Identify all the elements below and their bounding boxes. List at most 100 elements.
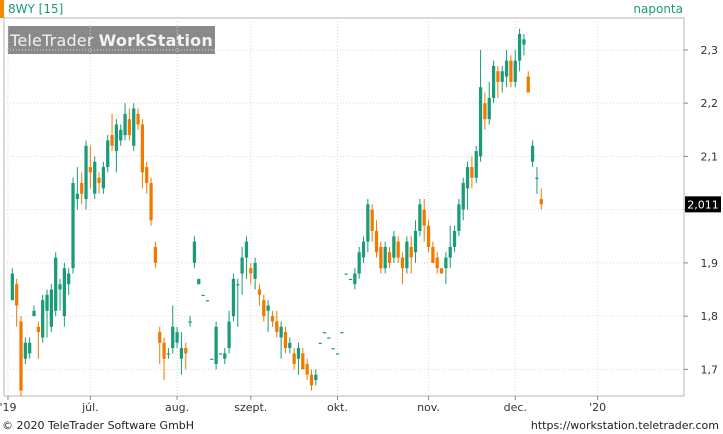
bar-body <box>270 316 275 322</box>
bar-body <box>487 97 491 120</box>
bar-body <box>84 145 88 200</box>
source-url[interactable]: https://workstation.teletrader.com <box>530 419 719 432</box>
bar-body <box>140 124 145 173</box>
logo-part2: WorkStation <box>98 30 213 50</box>
bar-body <box>526 76 530 93</box>
bar-body <box>383 246 387 269</box>
bar-body <box>461 183 465 210</box>
bar-body <box>179 348 184 359</box>
y-tick-label: 2,3 <box>701 44 719 57</box>
bar-body <box>353 273 357 285</box>
bar-body <box>171 326 175 349</box>
interval-label[interactable]: naponta <box>633 2 683 16</box>
x-tick-label: '20 <box>589 401 606 414</box>
bar-body <box>236 284 240 286</box>
instrument-name: 8WY [15] <box>8 2 64 16</box>
bar-body <box>32 310 36 317</box>
bar-body <box>49 289 53 327</box>
x-tick-label: '19 <box>0 401 17 414</box>
bar-body <box>327 337 331 339</box>
bar-body <box>162 342 166 359</box>
bar-body <box>36 326 40 333</box>
bar-body <box>374 230 379 253</box>
instrument-marker <box>0 0 4 18</box>
bar-body <box>28 342 32 354</box>
instrument-label: 8WY [15] <box>0 0 63 18</box>
bar-body <box>97 177 101 184</box>
bar-body <box>266 305 270 311</box>
bar-body <box>301 353 305 370</box>
bar-body <box>318 342 322 344</box>
bar-body <box>15 284 19 306</box>
bar-body <box>41 300 45 338</box>
bar-body <box>517 33 522 61</box>
bar-body <box>444 257 448 269</box>
bar-body <box>218 353 223 355</box>
bar-body <box>331 348 335 350</box>
last-price-label: 2,011 <box>687 198 719 211</box>
bar-body <box>253 262 257 279</box>
bar-body <box>465 167 470 189</box>
bar-body <box>279 326 283 338</box>
bar-body <box>288 342 292 349</box>
plot-frame <box>3 17 685 397</box>
bar-body <box>418 204 422 231</box>
bar-body <box>504 60 509 77</box>
bar-body <box>10 273 14 301</box>
bar-body <box>166 353 171 355</box>
bar-body <box>153 246 158 263</box>
bar-body <box>88 167 92 173</box>
x-tick-label: okt. <box>327 401 348 414</box>
bar-body <box>439 268 444 274</box>
x-tick-label: dec. <box>504 401 527 414</box>
bar-body <box>392 236 396 258</box>
bar-body <box>509 60 513 82</box>
footer: © 2020 TeleTrader Software GmbH https://… <box>0 418 723 434</box>
bar-body <box>123 113 127 136</box>
bar-body <box>431 246 435 263</box>
bar-body <box>283 332 288 349</box>
bar-body <box>223 353 227 359</box>
bar-body <box>500 71 504 82</box>
bar-body <box>71 183 75 269</box>
y-tick-label: 2,1 <box>701 150 719 163</box>
bar-body <box>435 257 439 269</box>
y-tick-label: 1,7 <box>701 363 719 376</box>
bar-body <box>361 241 366 258</box>
bar-body <box>340 332 344 334</box>
bar-body <box>275 321 279 333</box>
bar-body <box>400 257 405 269</box>
bar-body <box>127 119 132 136</box>
bar-body <box>296 348 301 359</box>
bar-body <box>522 39 526 45</box>
bar-body <box>184 348 188 354</box>
bar-body <box>227 321 231 349</box>
bar-body <box>80 183 84 194</box>
bar-body <box>348 278 353 281</box>
bar-body <box>474 151 478 178</box>
bar-body <box>240 257 244 274</box>
bar-body <box>370 209 374 231</box>
bar-body <box>530 145 535 162</box>
bar-body <box>322 332 327 334</box>
bar-body <box>205 300 210 302</box>
x-tick-label: júl. <box>81 401 99 414</box>
bar-body <box>357 252 361 274</box>
bar-body <box>366 204 370 242</box>
bar-body <box>470 167 474 178</box>
bar-body <box>379 246 383 269</box>
bar-body <box>249 268 253 274</box>
logo-part1: TeleTrader <box>10 30 94 50</box>
bar-body <box>119 129 123 141</box>
price-chart[interactable]: 1,7 1,8 1,9 2,1 2,2 2,3 '19 júl. aug. szept. okt. n… <box>0 0 723 418</box>
bar-body <box>387 252 392 263</box>
x-tick-label: nov. <box>417 401 440 414</box>
bar-body <box>23 342 27 359</box>
copyright-text: © 2020 TeleTrader Software GmbH <box>2 419 195 432</box>
bar-body <box>452 230 457 247</box>
bar-body <box>257 289 262 295</box>
bar-body <box>314 374 318 381</box>
y-tick-label: 2,2 <box>701 97 719 110</box>
bar-body <box>483 103 487 120</box>
bar-body <box>188 321 192 323</box>
